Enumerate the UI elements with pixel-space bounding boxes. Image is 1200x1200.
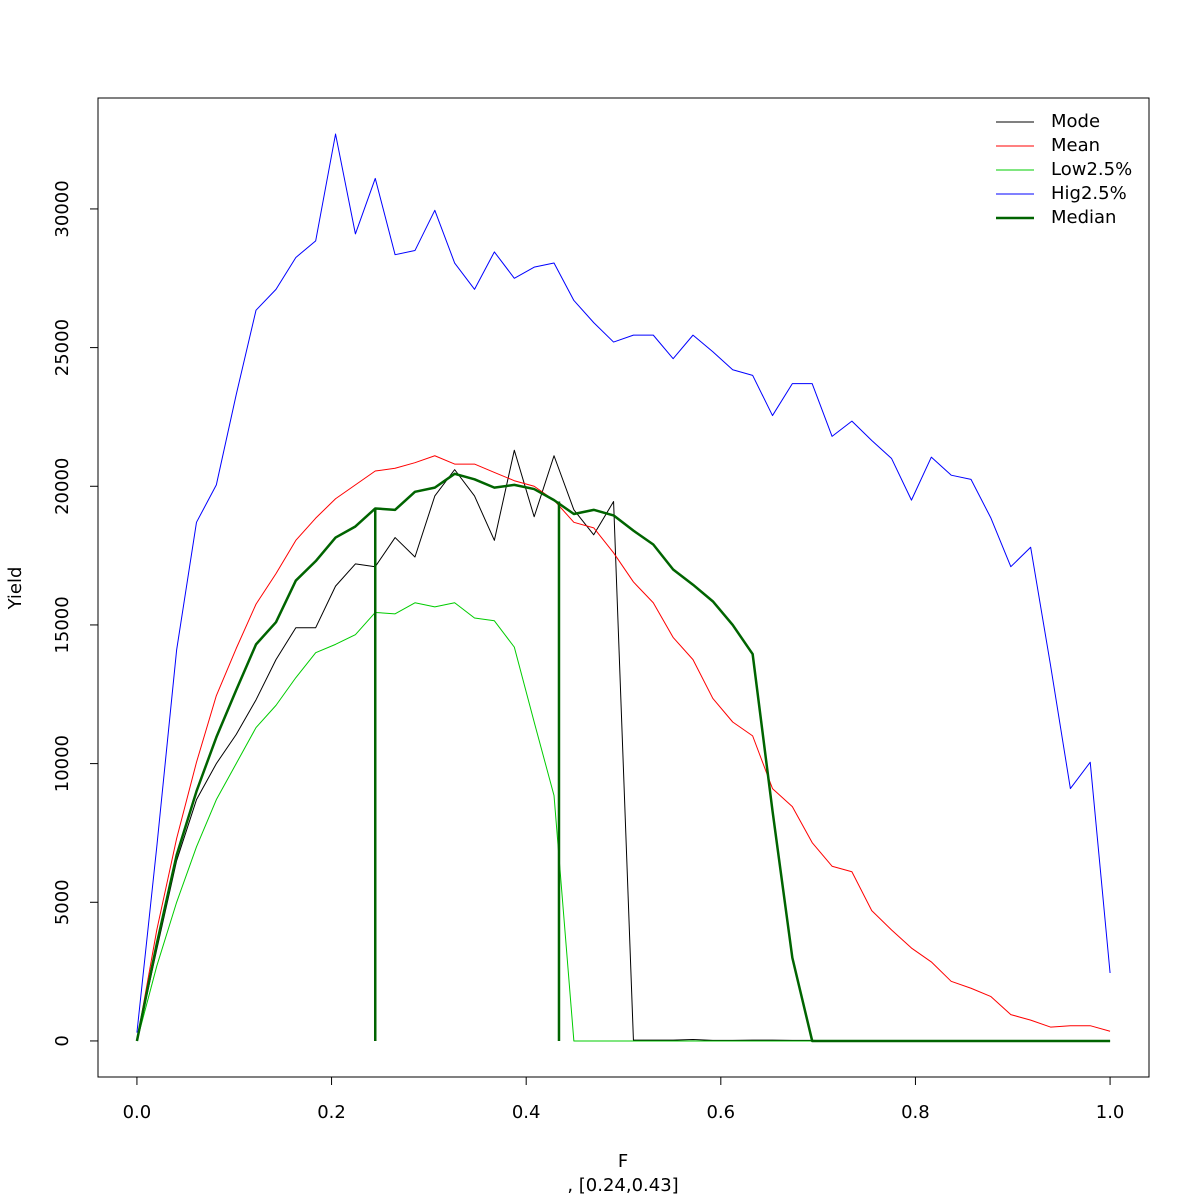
x-tick-label: 0.4: [512, 1102, 541, 1123]
series-line: [136, 455, 1111, 1042]
legend-label: Mode: [1051, 111, 1100, 132]
y-tick-label: 0: [52, 1035, 73, 1046]
legend-label: Median: [1051, 207, 1116, 228]
y-tick-label: 30000: [52, 180, 73, 237]
y-axis-label: Yield: [5, 567, 26, 611]
x-tick-label: 1.0: [1096, 1102, 1125, 1123]
y-tick-label: 25000: [52, 319, 73, 376]
legend-label: Mean: [1051, 135, 1100, 156]
legend-label: Low2.5%: [1051, 159, 1132, 180]
x-tick-label: 0.2: [317, 1102, 346, 1123]
x-tick-label: 0.0: [123, 1102, 152, 1123]
x-axis-label: F: [618, 1151, 628, 1172]
x-tick-label: 0.8: [901, 1102, 930, 1123]
legend-label: Hig2.5%: [1051, 183, 1127, 204]
series-line: [135, 472, 1111, 1043]
plot-frame: [97, 97, 1150, 1078]
y-tick-label: 10000: [52, 735, 73, 792]
series-line: [136, 133, 1111, 1033]
y-tick-label: 20000: [52, 458, 73, 515]
y-tick-label: 5000: [52, 879, 73, 925]
y-tick-label: 15000: [52, 596, 73, 653]
x-tick-label: 0.6: [706, 1102, 735, 1123]
series-line: [136, 449, 1111, 1042]
series-line: [136, 602, 1111, 1042]
subtitle: , [0.24,0.43]: [567, 1175, 678, 1196]
